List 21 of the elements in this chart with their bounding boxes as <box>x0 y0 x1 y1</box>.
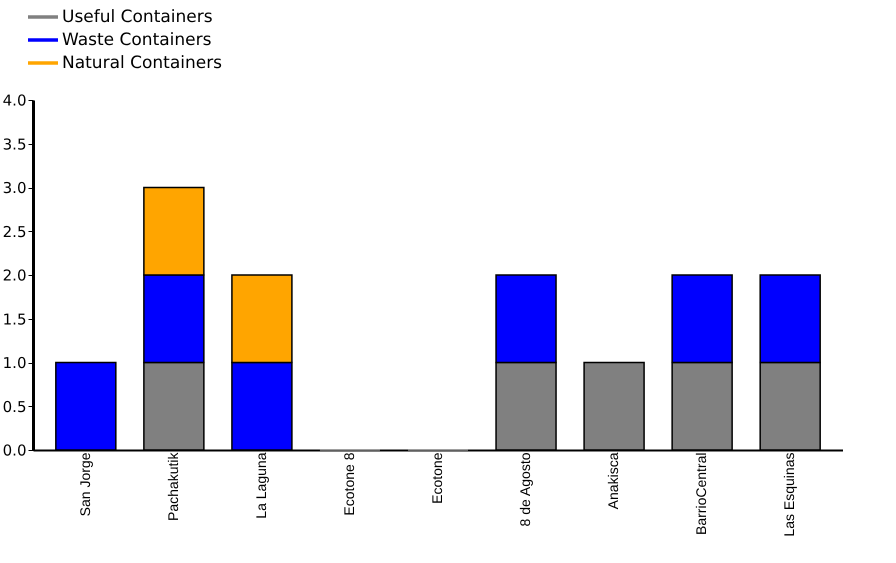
x-tick-label: Pachakutik <box>164 452 181 521</box>
x-tick-label: Anakisca <box>605 452 622 510</box>
legend-label: Natural Containers <box>62 53 222 73</box>
y-tick-label: 3.0 <box>2 179 26 197</box>
x-tick-label: 8 de Agosto <box>517 452 534 526</box>
y-tick-label: 2.0 <box>2 266 26 284</box>
y-tick-label: 1.0 <box>2 354 26 372</box>
x-tick-label: Ecotone 8 <box>340 452 357 516</box>
y-tick-label: 2.5 <box>2 222 26 241</box>
x-tick-label: BarrioCentral <box>693 452 710 535</box>
y-tick-label: 1.5 <box>2 310 26 328</box>
y-tick-label: 4.0 <box>2 92 26 110</box>
x-tick-label: Ecotone <box>429 452 445 504</box>
y-tick-label: 0.5 <box>2 398 26 416</box>
y-tick-label: 3.5 <box>2 135 26 154</box>
y-tick-label: 0.0 <box>2 442 26 460</box>
legend-label: Useful Containers <box>62 7 213 27</box>
x-tick-label: San Jorge <box>76 452 93 516</box>
x-tick-label: Las Esquinas <box>781 452 798 537</box>
legend-label: Waste Containers <box>62 30 212 50</box>
x-tick-label: La Laguna <box>252 452 269 519</box>
